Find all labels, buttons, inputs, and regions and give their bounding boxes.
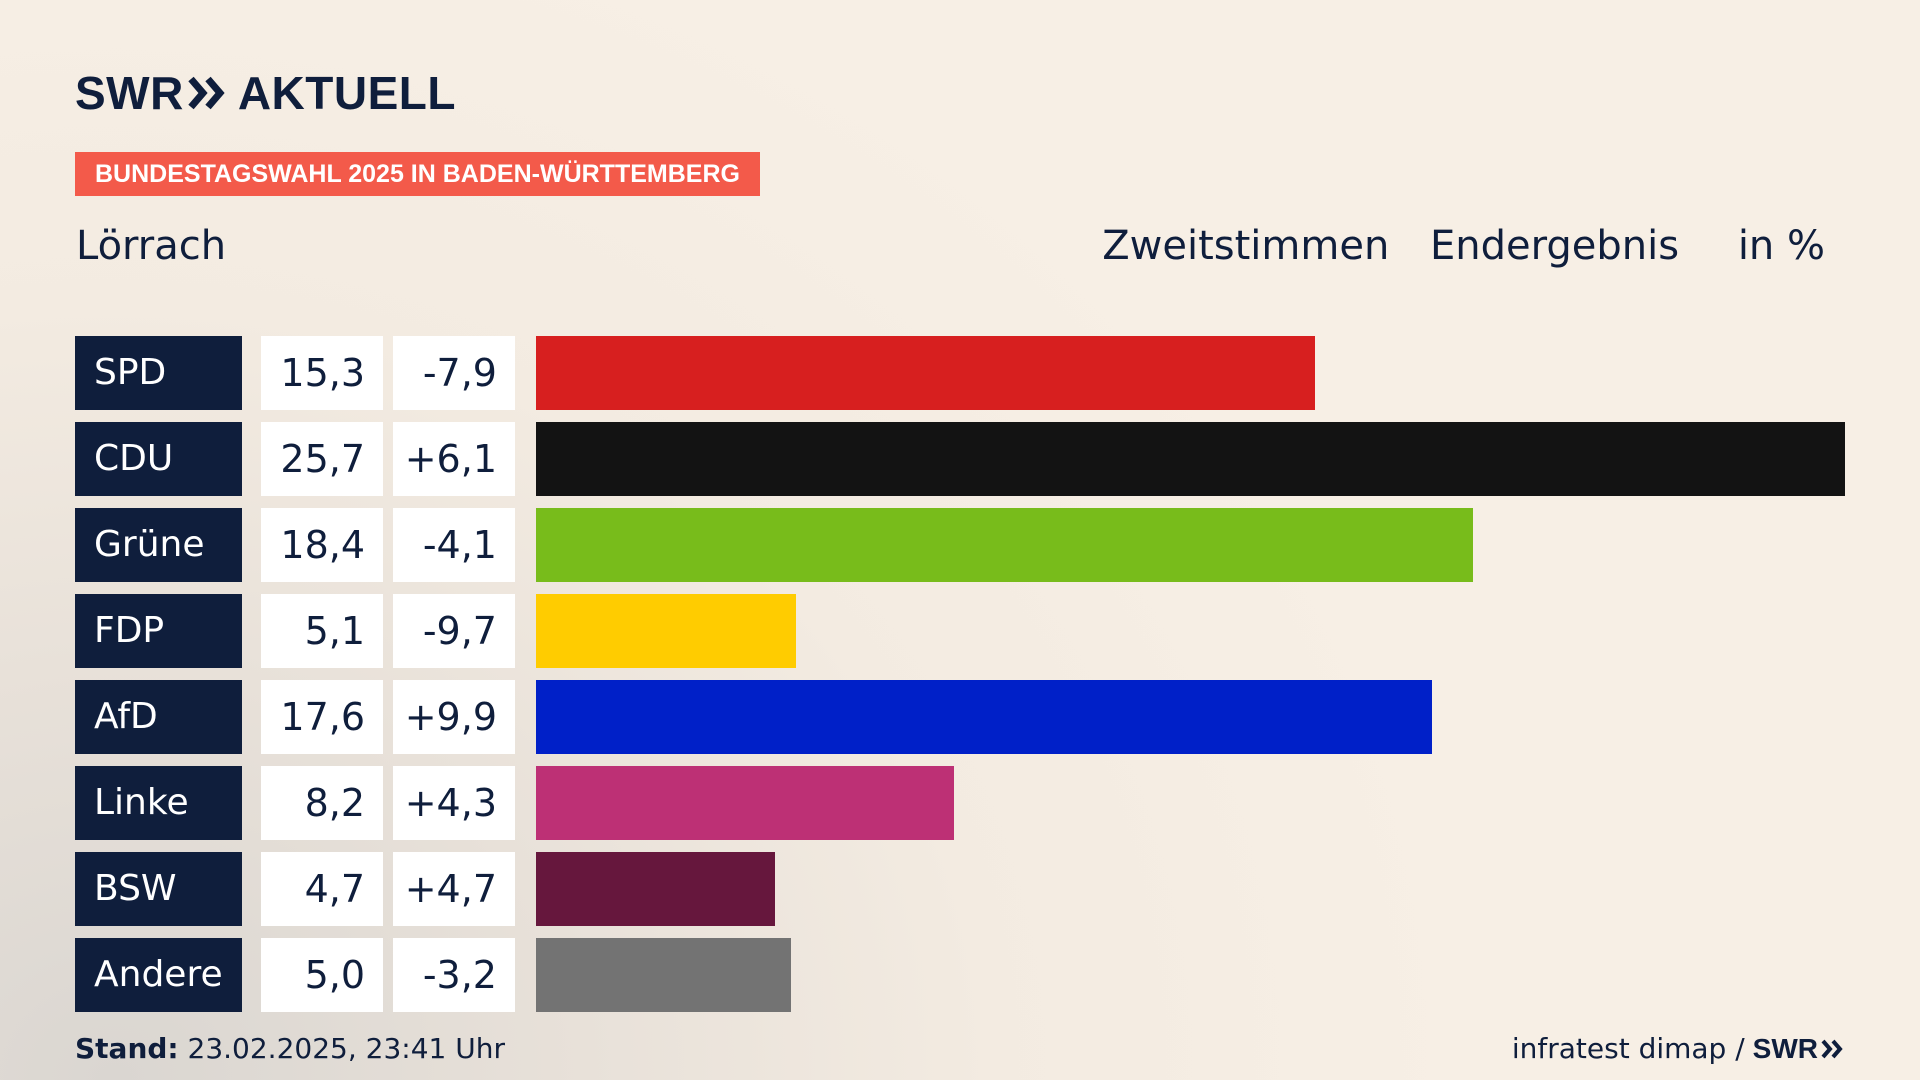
party-label: SPD: [75, 336, 242, 410]
source-credit: infratest dimap / SWR: [1512, 1032, 1843, 1065]
party-row: BSW 4,7 +4,7: [75, 852, 1845, 926]
party-row: FDP 5,1 -9,7: [75, 594, 1845, 668]
double-chevron-right-icon: [188, 76, 225, 110]
source-text: infratest dimap /: [1511, 1032, 1745, 1065]
result-bar: [536, 422, 1845, 496]
vote-share-label: 18,4: [261, 508, 383, 582]
stand-value: 23.02.2025, 23:41 Uhr: [178, 1032, 505, 1065]
change-label: -7,9: [393, 336, 515, 410]
change-label: +4,3: [393, 766, 515, 840]
party-label: Andere: [75, 938, 242, 1012]
result-bar: [536, 938, 791, 1012]
party-row: SPD 15,3 -7,9: [75, 336, 1845, 410]
vote-share-label: 5,1: [261, 594, 383, 668]
logo-swr-text: SWR: [75, 67, 184, 119]
swr-aktuell-logo: SWR AKTUELL: [75, 66, 456, 120]
party-row: Andere 5,0 -3,2: [75, 938, 1845, 1012]
party-label: FDP: [75, 594, 242, 668]
party-label: BSW: [75, 852, 242, 926]
party-row: Linke 8,2 +4,3: [75, 766, 1845, 840]
change-label: +4,7: [393, 852, 515, 926]
change-label: -4,1: [393, 508, 515, 582]
party-row: CDU 25,7 +6,1: [75, 422, 1845, 496]
result-bar: [536, 594, 796, 668]
source-swr-brand: SWR: [1753, 1033, 1843, 1065]
change-label: -9,7: [393, 594, 515, 668]
result-bar: [536, 766, 954, 840]
result-bar: [536, 508, 1473, 582]
vote-share-label: 25,7: [261, 422, 383, 496]
party-row: AfD 17,6 +9,9: [75, 680, 1845, 754]
party-row: Grüne 18,4 -4,1: [75, 508, 1845, 582]
change-label: +6,1: [393, 422, 515, 496]
party-label: CDU: [75, 422, 242, 496]
subtitle-endergebnis: Endergebnis: [1430, 223, 1680, 269]
region-title: Lörrach: [76, 223, 227, 269]
stand-label: Stand:: [75, 1032, 179, 1065]
vote-share-label: 15,3: [261, 336, 383, 410]
result-bar: [536, 680, 1432, 754]
vote-share-label: 5,0: [261, 938, 383, 1012]
timestamp: Stand: 23.02.2025, 23:41 Uhr: [75, 1032, 505, 1065]
election-banner: BUNDESTAGSWAHL 2025 IN BADEN-WÜRTTEMBERG: [75, 152, 760, 196]
source-swr-text: SWR: [1752, 1032, 1818, 1064]
party-label: Grüne: [75, 508, 242, 582]
change-label: +9,9: [393, 680, 515, 754]
change-label: -3,2: [393, 938, 515, 1012]
subtitle-zweitstimmen: Zweitstimmen: [1102, 223, 1390, 269]
result-bar: [536, 336, 1315, 410]
logo-aktuell-text: AKTUELL: [237, 67, 456, 119]
result-bar: [536, 852, 775, 926]
double-chevron-right-icon: [1821, 1039, 1843, 1058]
subtitle-unit: in %: [1737, 223, 1825, 269]
party-label: AfD: [75, 680, 242, 754]
vote-share-label: 17,6: [261, 680, 383, 754]
party-label: Linke: [75, 766, 242, 840]
vote-share-label: 8,2: [261, 766, 383, 840]
chart-subtitle: Zweitstimmen Endergebnis in %: [1102, 223, 1825, 269]
vote-share-label: 4,7: [261, 852, 383, 926]
